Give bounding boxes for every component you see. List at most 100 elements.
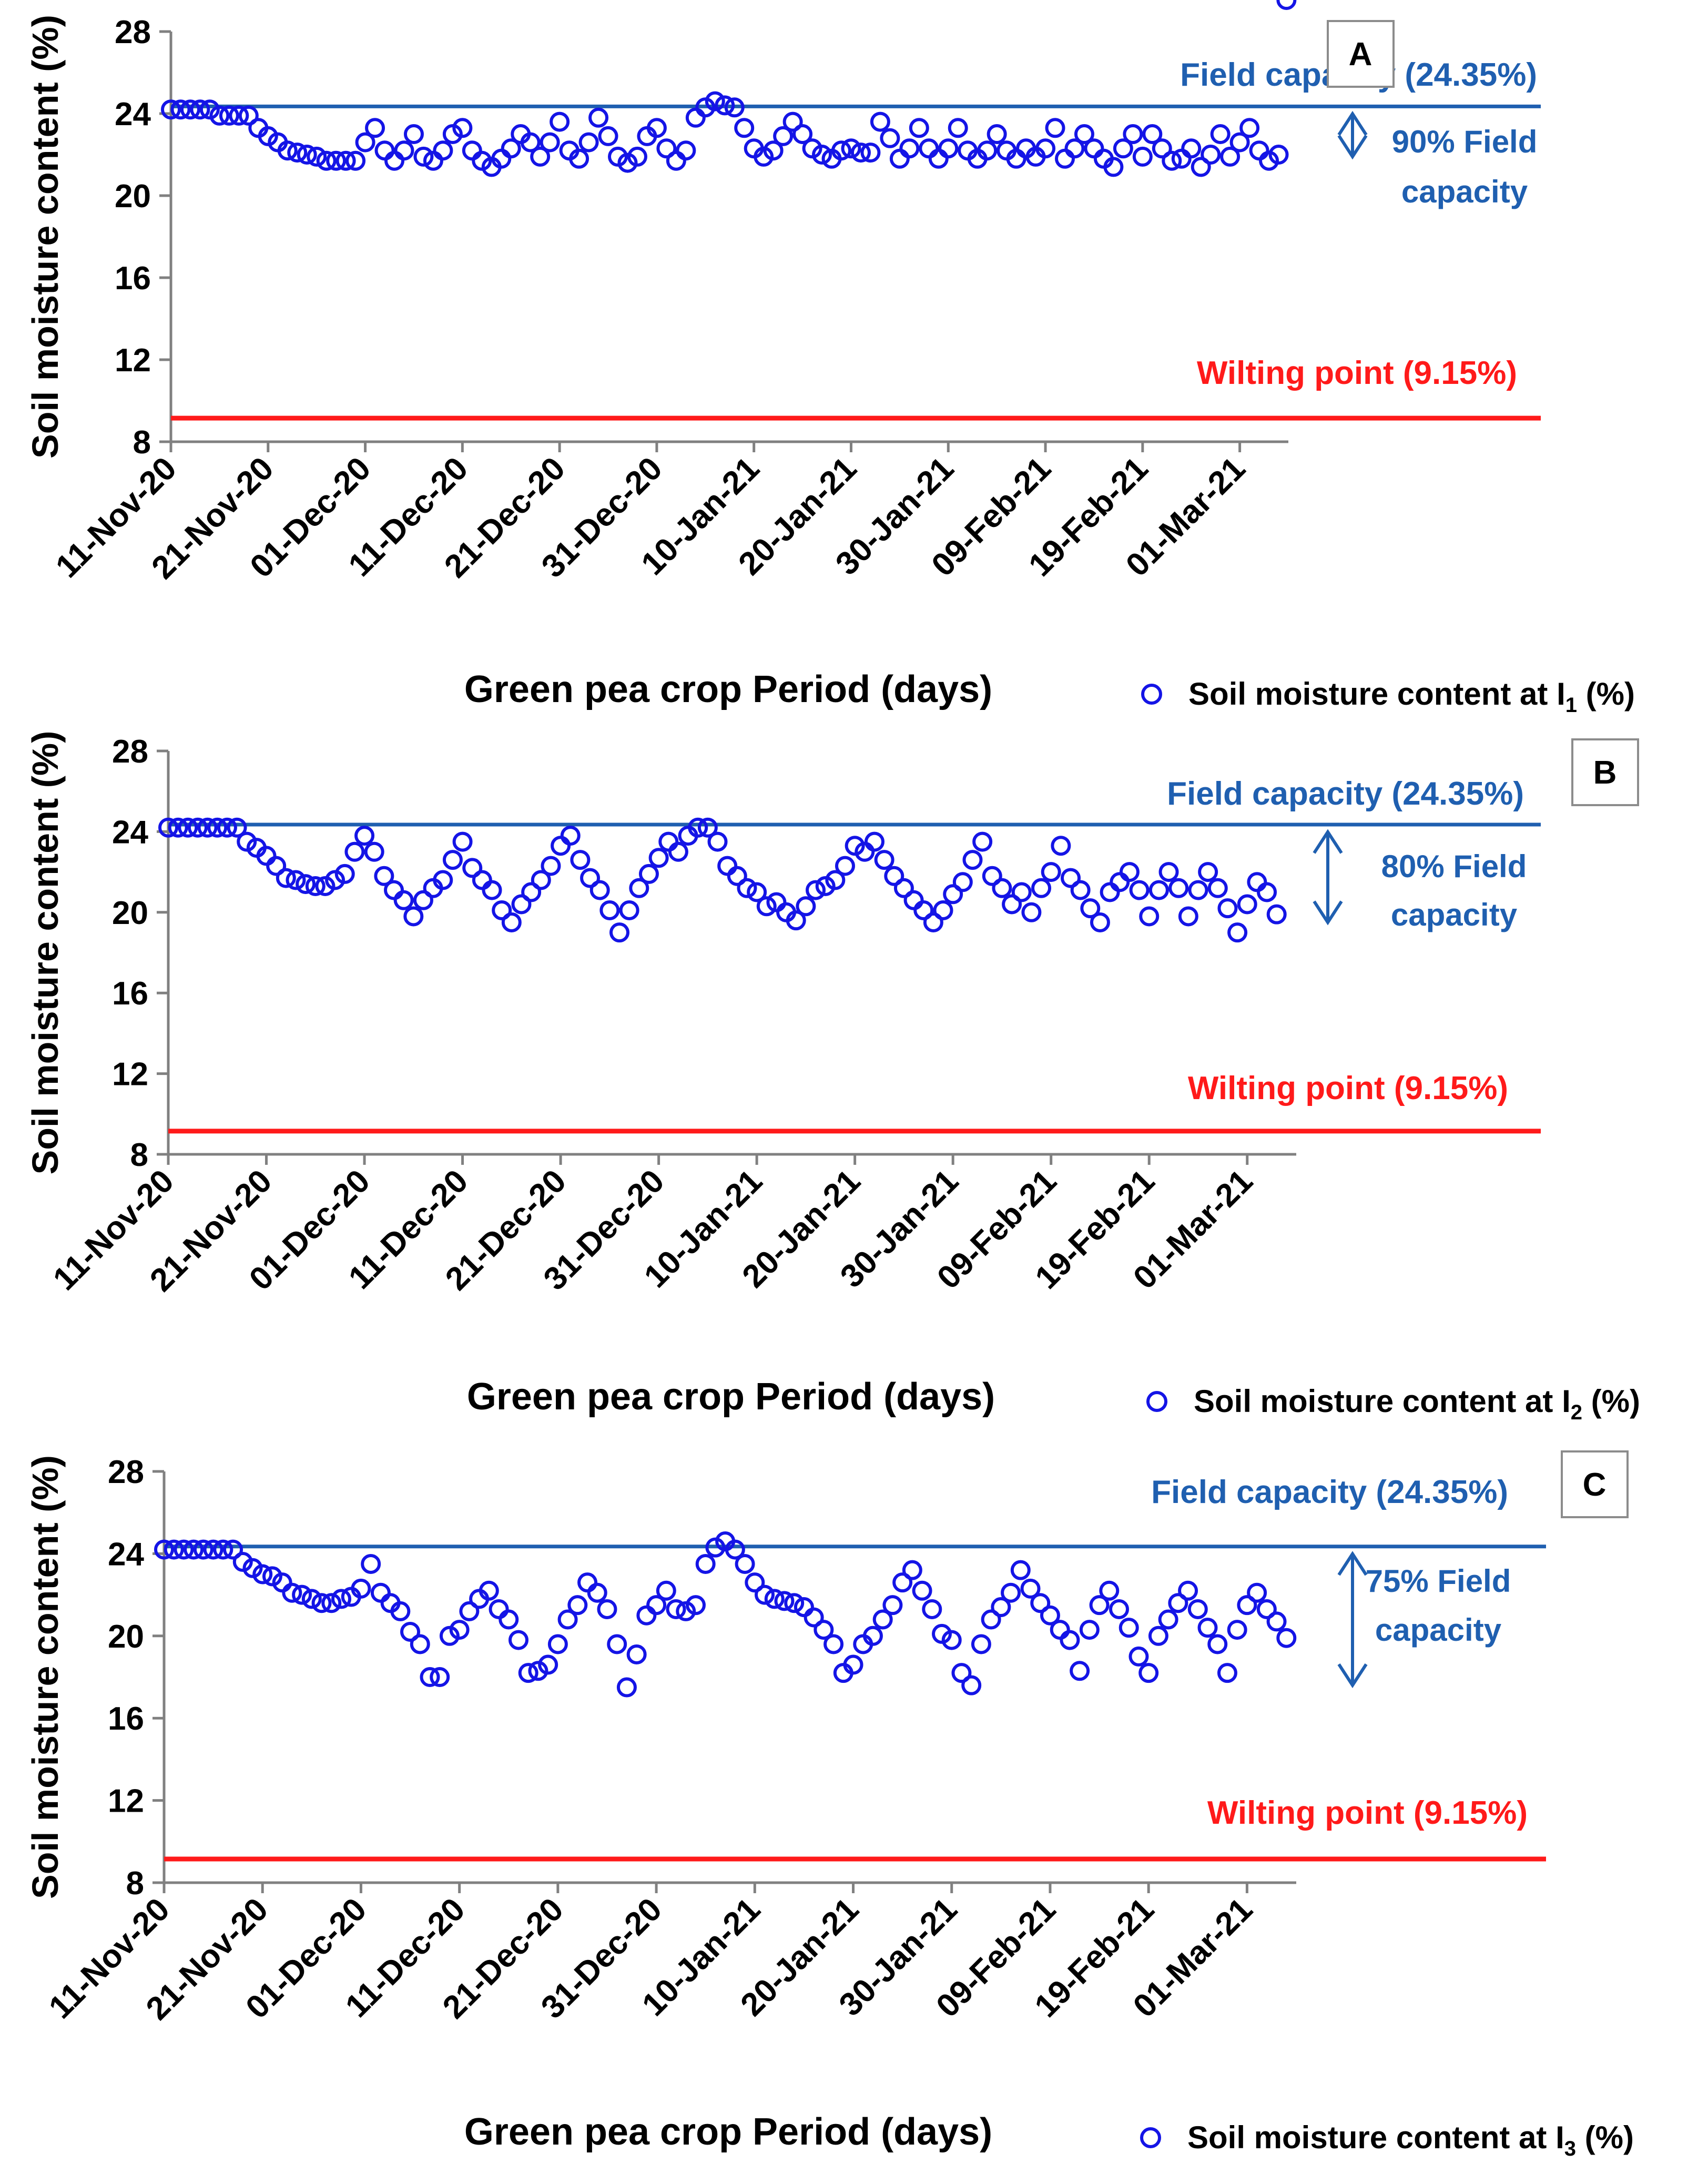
panel-label-box [1327,20,1395,88]
data-point [626,1644,647,1664]
data-point [734,118,755,138]
data-point [882,1595,903,1616]
data-point [292,1584,312,1605]
data-point [705,91,725,111]
y-tick-label: 24 [115,96,151,133]
data-point [933,900,953,920]
data-point [459,1601,480,1621]
data-point [400,1621,421,1642]
data-point [578,132,599,153]
data-point [1055,148,1075,169]
data-point [815,876,836,896]
data-point [540,132,560,153]
data-point [1002,894,1022,915]
legend-marker-icon [1146,1391,1167,1412]
data-point [1276,0,1297,10]
data-point [521,882,542,902]
data-point [531,870,551,890]
legend-marker-icon [1140,2127,1161,2148]
data-point [227,817,247,838]
data-point [903,890,924,910]
data-point [1178,1580,1198,1601]
data-point [1035,138,1056,159]
data-point [1198,862,1218,882]
data-point [1020,1578,1041,1599]
data-point [518,1663,538,1683]
data-point [812,145,832,165]
data-point [266,856,287,876]
data-point [899,138,920,159]
data-point [1158,862,1179,882]
data-point [410,1634,430,1654]
data-point [843,1654,863,1675]
data-point [715,95,735,116]
data-point [870,111,890,132]
data-point [1148,880,1169,900]
data-point [806,880,826,900]
data-point [1268,145,1289,165]
panel-label: C [1583,1467,1607,1503]
data-point [538,1654,558,1675]
data-point [599,900,620,920]
data-point [1089,1595,1110,1616]
data-point [1079,1620,1100,1640]
data-point [1229,132,1250,153]
data-point [724,97,745,118]
data-point [252,1564,273,1584]
data-point [1128,1646,1149,1667]
data-point [1113,138,1133,159]
data-point [316,150,337,171]
data-point [962,850,983,870]
data-point [695,1553,716,1574]
data-point [355,132,375,153]
legend-marker-icon [1141,684,1162,705]
data-point [1247,1582,1267,1603]
data-point [1080,898,1101,919]
data-point [1011,882,1032,902]
data-point [1040,1605,1060,1626]
panel-label: A [1349,36,1372,73]
data-point [874,850,894,870]
data-point [452,118,473,138]
y-axis-title: Soil moisture content (%) [25,15,66,459]
data-point [187,817,208,838]
data-point [1064,138,1085,159]
data-point [336,150,356,171]
data-point [588,107,609,128]
data-point [646,1595,667,1616]
data-point [1129,880,1150,900]
data-point [365,118,385,138]
data-point [393,890,414,910]
y-tick-label: 28 [108,1454,144,1490]
data-point [629,878,649,898]
data-point [814,1620,834,1640]
data-point [580,868,601,888]
data-point [321,1593,342,1613]
annotation-line1: 80% Field [1381,849,1527,884]
data-point [992,878,1012,898]
data-point [213,1539,233,1560]
data-point [433,140,453,161]
data-point [971,1634,991,1654]
data-point [1247,872,1267,892]
data-point [305,876,326,896]
data-point [745,1572,765,1593]
data-point [1148,1626,1168,1646]
data-point [158,817,178,838]
data-point [315,876,336,896]
data-point [616,1677,637,1698]
data-point [782,111,803,132]
data-point [841,138,861,159]
data-point [902,1560,922,1580]
y-tick-label: 20 [112,895,148,931]
data-point [570,850,591,870]
y-tick-label: 24 [108,1536,144,1572]
data-point [961,1675,982,1695]
y-tick-label: 8 [130,1137,148,1173]
data-point [1257,882,1277,902]
data-point [452,831,473,852]
data-point [1110,872,1130,892]
data-point [433,870,453,890]
data-point [1178,906,1198,927]
panel-label-box [1561,1450,1629,1518]
